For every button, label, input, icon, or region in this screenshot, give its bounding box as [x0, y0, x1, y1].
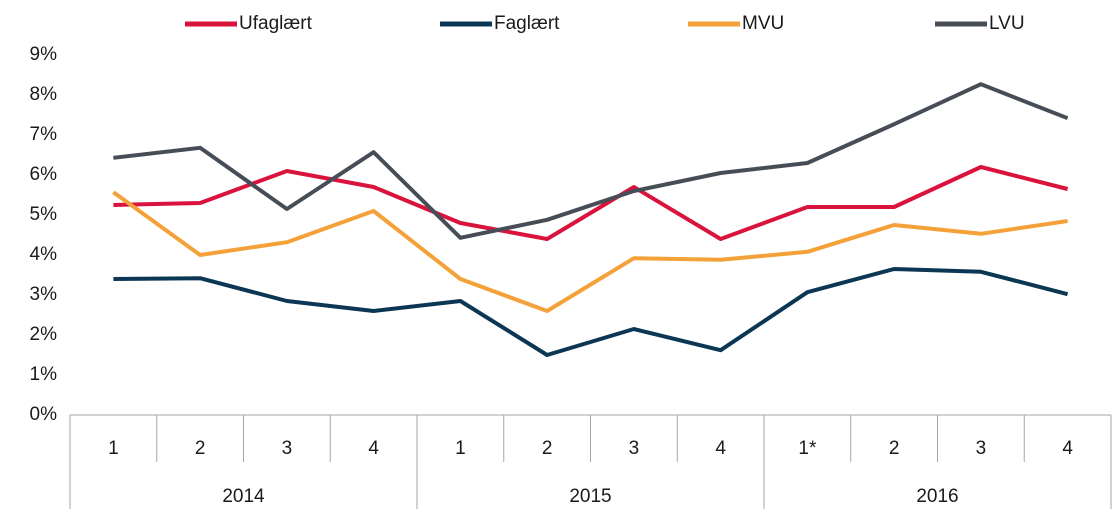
x-tick-label: 3 [282, 438, 293, 459]
series-line [113, 82, 1069, 240]
y-tick-label: 4% [30, 244, 58, 265]
y-tick-label: 5% [30, 204, 58, 225]
y-tick-label: 8% [30, 84, 58, 105]
y-tick-label: 6% [30, 164, 58, 185]
x-tick-label: 1 [108, 438, 119, 459]
legend-label: Faglært [494, 13, 560, 34]
x-tick-label: 3 [976, 438, 987, 459]
y-tick-label: 7% [30, 124, 58, 145]
series-line [113, 165, 1069, 241]
x-tick-label: 2 [889, 438, 900, 459]
legend-label: LVU [989, 13, 1025, 34]
x-tick-label: 4 [368, 438, 379, 459]
y-tick-label: 9% [30, 44, 58, 65]
x-tick-label: 4 [715, 438, 726, 459]
x-tick-label: 4 [1062, 438, 1073, 459]
y-tick-label: 3% [30, 284, 58, 305]
series-line [113, 267, 1069, 357]
x-tick-label: 2 [542, 438, 553, 459]
x-group-label: 2015 [569, 486, 611, 507]
x-tick-label: 3 [629, 438, 640, 459]
legend-label: MVU [742, 13, 784, 34]
x-group-label: 2016 [916, 486, 958, 507]
y-tick-label: 1% [30, 364, 58, 385]
x-tick-label: 1 [455, 438, 466, 459]
series-line [112, 190, 1068, 313]
x-tick-label: 2 [195, 438, 206, 459]
x-group-label: 2014 [222, 486, 265, 507]
legend-label: Ufaglært [239, 13, 313, 34]
y-tick-label: 0% [30, 404, 58, 425]
y-tick-label: 2% [30, 324, 58, 345]
x-tick-label: 1* [798, 438, 817, 459]
